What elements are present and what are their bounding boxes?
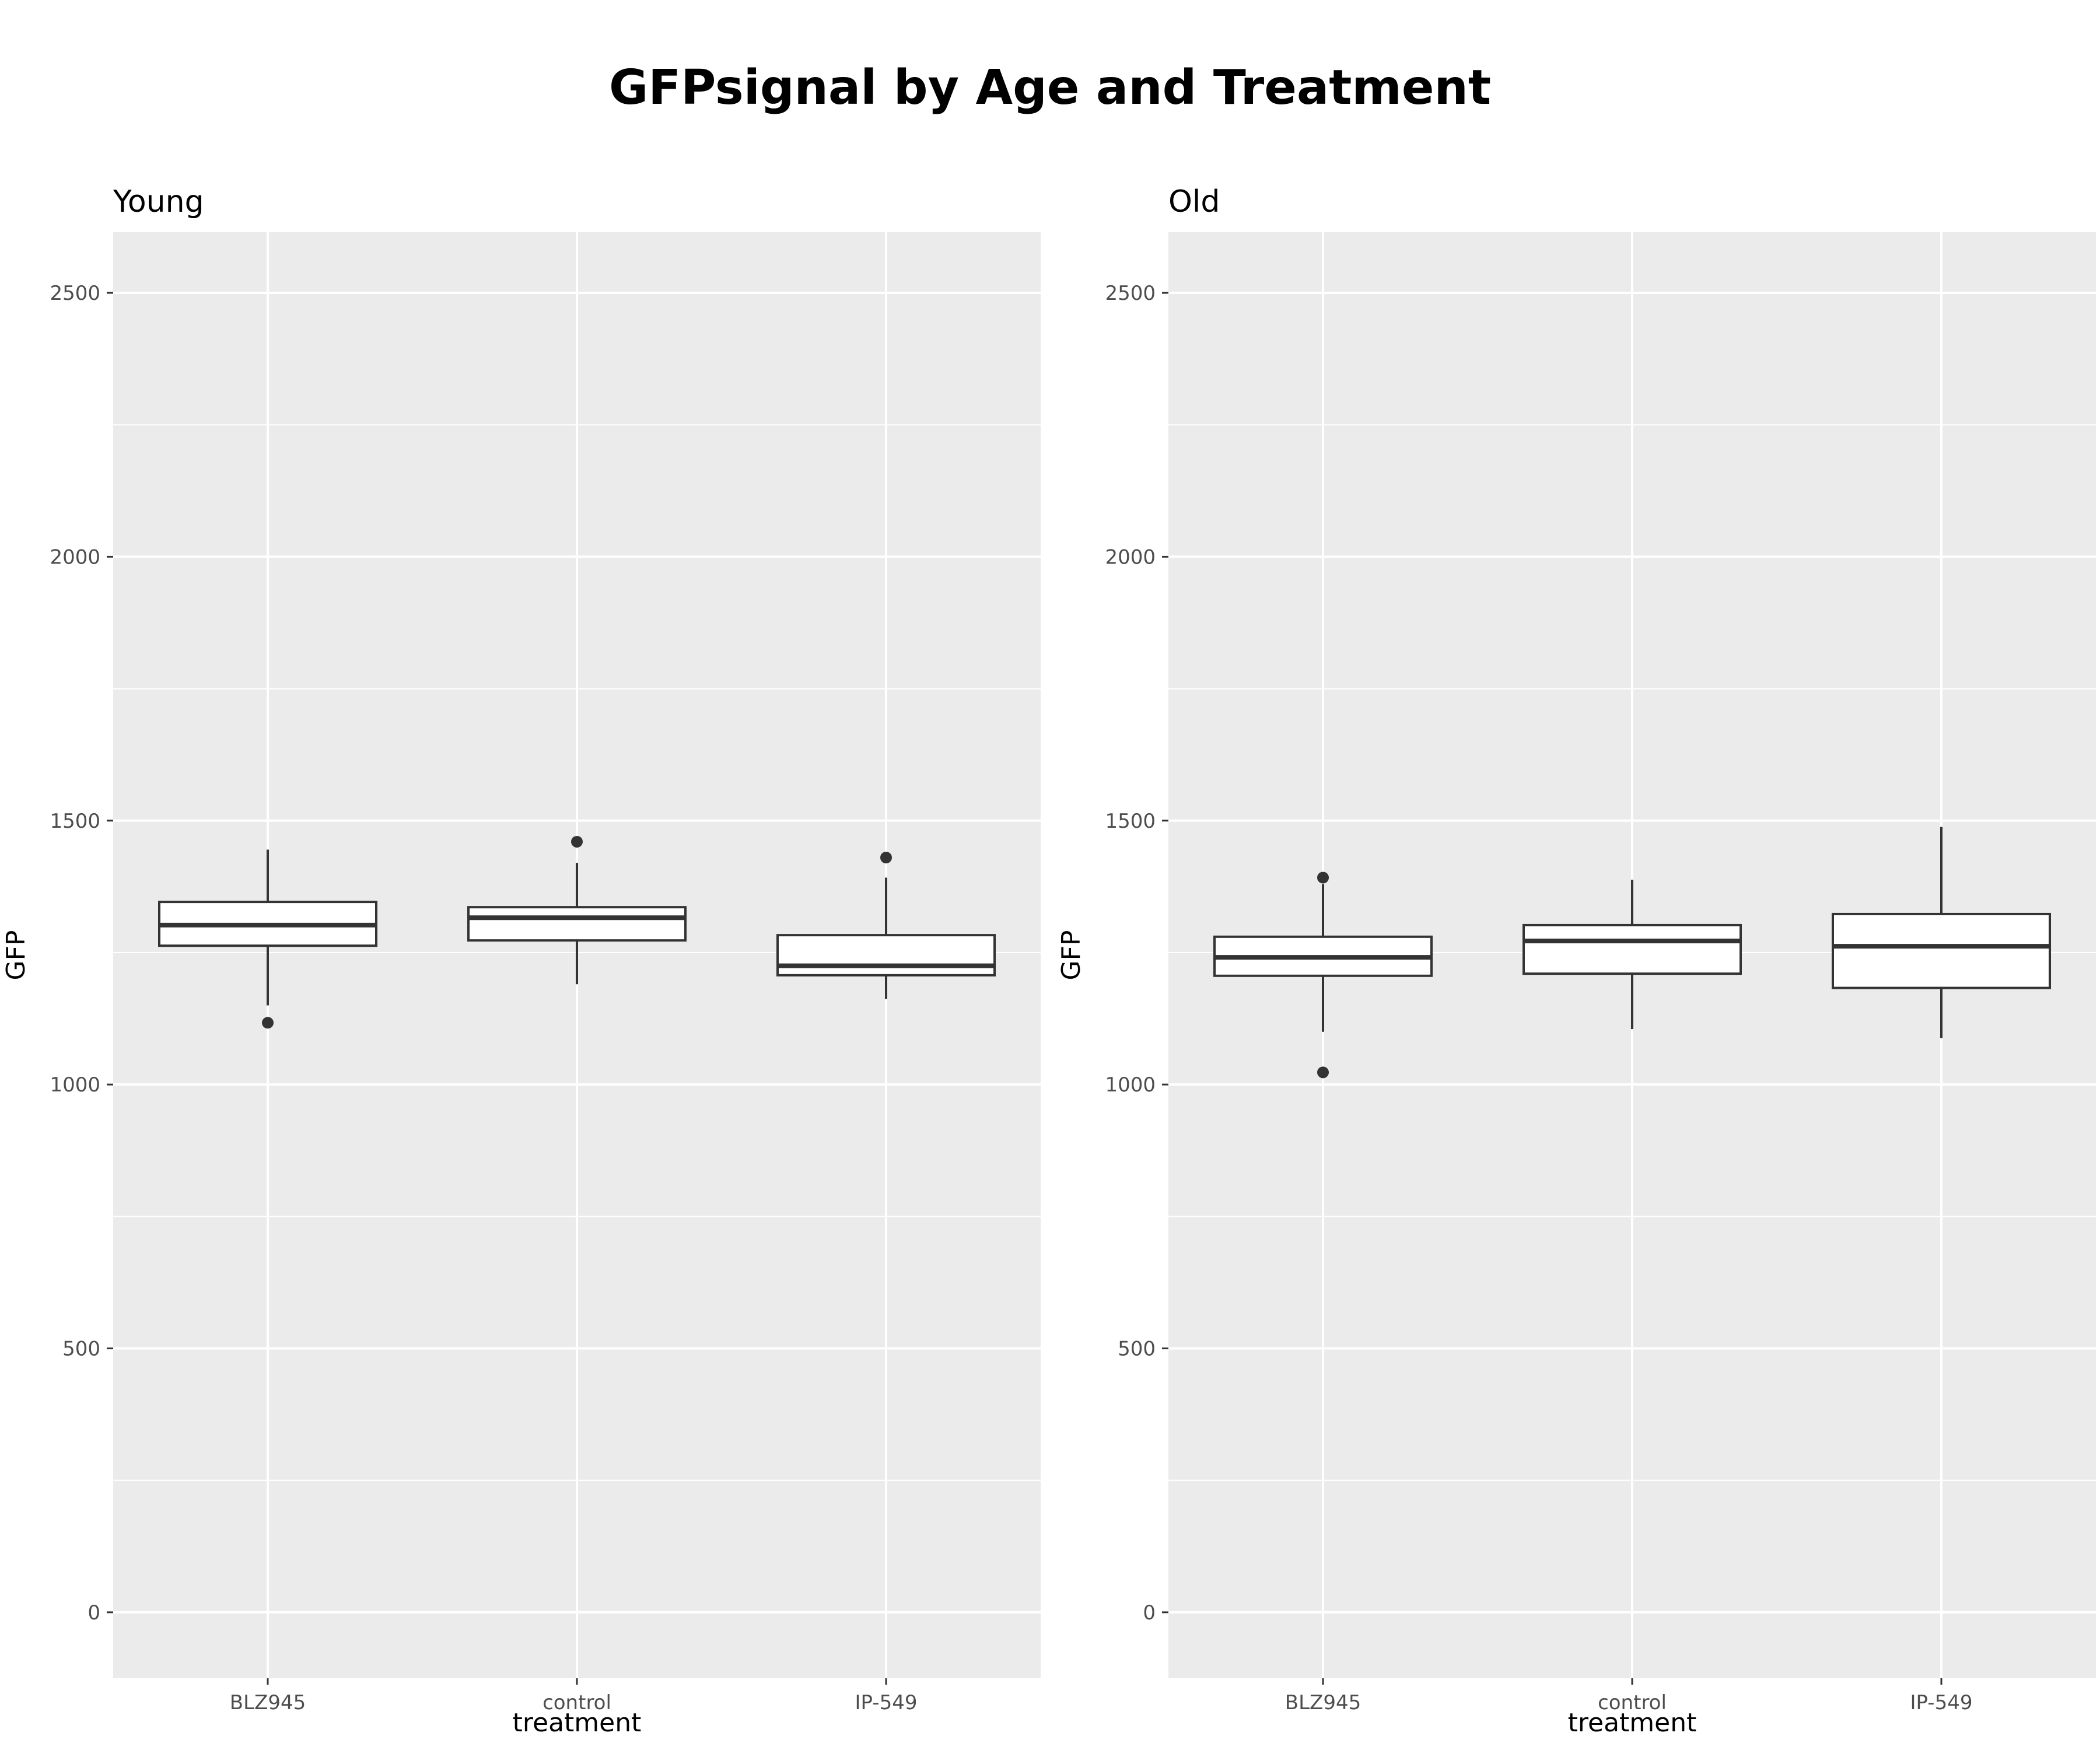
outlier-point [1317, 1066, 1329, 1079]
y-tick-label: 500 [1118, 1338, 1156, 1361]
x-axis-title: treatment [513, 1708, 642, 1738]
x-tick-label: control [1598, 1691, 1667, 1714]
y-tick-label: 500 [62, 1338, 100, 1361]
x-tick-label: BLZ945 [230, 1691, 306, 1714]
x-tick-label: control [542, 1691, 611, 1714]
y-tick-label: 2000 [1105, 545, 1156, 569]
box-iqr [467, 906, 687, 942]
facet-label: Old [1168, 184, 1220, 219]
box-iqr [1522, 923, 1742, 975]
x-tick-label: BLZ945 [1285, 1691, 1361, 1714]
box-iqr [776, 934, 996, 977]
y-tick-label: 1500 [50, 810, 100, 833]
chart-title: GFPsignal by Age and Treatment [609, 60, 1491, 116]
x-tick-label: IP-549 [1910, 1691, 1973, 1714]
y-tick-label: 2500 [50, 282, 100, 305]
outlier-point [880, 852, 892, 864]
y-tick-label: 1500 [1105, 810, 1156, 833]
outlier-point [262, 1017, 274, 1029]
y-tick-label: 0 [1143, 1601, 1156, 1625]
y-axis-title: GFP [1056, 930, 1086, 981]
x-tick-label: IP-549 [855, 1691, 918, 1714]
x-axis-title: treatment [1568, 1708, 1697, 1738]
y-tick-label: 1000 [1105, 1073, 1156, 1097]
outlier-point [571, 835, 583, 848]
facet-label: Young [113, 184, 204, 219]
y-axis-title: GFP [1, 930, 31, 981]
outlier-point [1317, 872, 1329, 884]
y-tick-label: 0 [88, 1601, 100, 1625]
y-tick-label: 2000 [50, 545, 100, 569]
box-iqr [1832, 912, 2051, 989]
y-tick-label: 2500 [1105, 282, 1156, 305]
y-tick-label: 1000 [50, 1073, 100, 1097]
